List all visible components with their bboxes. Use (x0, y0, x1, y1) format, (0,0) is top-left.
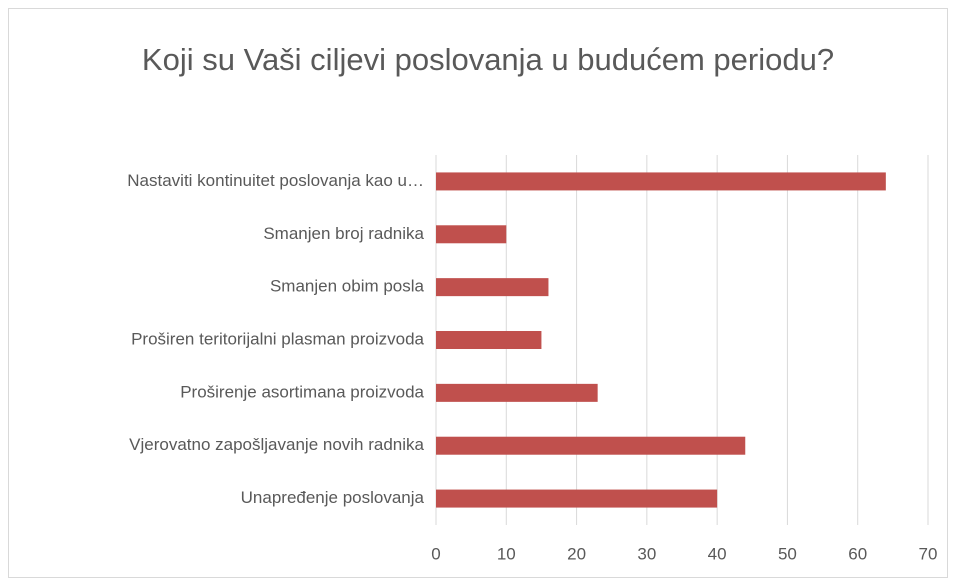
y-tick-label: Proširenje asortimana proizvoda (180, 382, 424, 401)
bar (436, 383, 598, 402)
y-tick-label: Unapređenje poslovanja (241, 488, 425, 507)
x-tick-label: 30 (637, 544, 656, 563)
x-tick-label: 20 (567, 544, 586, 563)
bar (436, 172, 886, 191)
y-tick-label: Proširen teritorijalni plasman proizvoda (131, 329, 424, 348)
x-tick-label: 0 (431, 544, 440, 563)
y-tick-label: Nastaviti kontinuitet poslovanja kao u… (127, 171, 424, 190)
x-tick-label: 40 (708, 544, 727, 563)
bar (436, 489, 718, 508)
y-tick-label: Smanjen broj radnika (263, 224, 424, 243)
x-tick-label: 60 (848, 544, 867, 563)
bar (436, 225, 507, 244)
bar (436, 331, 542, 349)
y-tick-label: Vjerovatno zapošljavanje novih radnika (129, 435, 424, 454)
x-tick-label: 50 (778, 544, 797, 563)
x-tick-label: 70 (919, 544, 938, 563)
bar (436, 436, 746, 455)
chart-frame (8, 8, 948, 578)
x-tick-label: 10 (497, 544, 516, 563)
chart-title: Koji su Vaši ciljevi poslovanja u buduće… (141, 42, 835, 77)
bar (436, 278, 549, 297)
y-tick-label: Smanjen obim posla (270, 277, 425, 296)
